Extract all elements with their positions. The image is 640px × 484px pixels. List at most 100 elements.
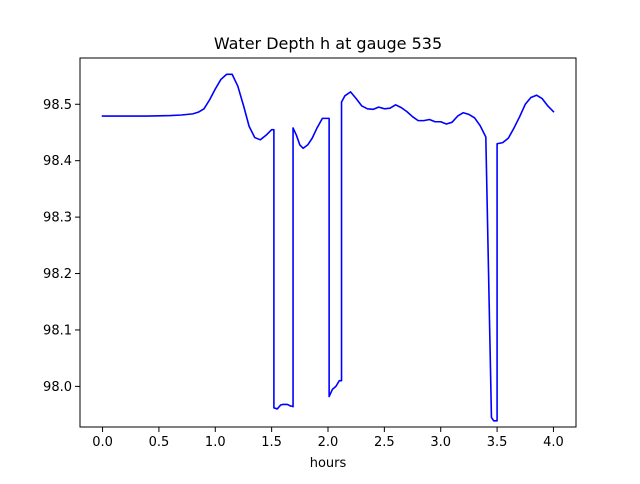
data-point [299,144,301,146]
data-point [332,388,334,390]
data-point [181,114,183,116]
y-axis-ticks: 98.0 98.1 98.2 98.3 98.4 98.5 [43,98,80,395]
x-axis-ticks: 0.0 0.5 1.0 1.5 2.0 2.5 3.0 3.5 4.0 [92,427,564,450]
data-point [423,120,425,122]
data-point [519,116,521,118]
x-tick-label: 1.0 [205,435,226,450]
data-point [493,420,495,422]
data-point [355,98,357,100]
y-tick-label: 98.2 [43,267,72,282]
data-point [468,114,470,116]
data-point [440,121,442,123]
data-point [372,109,374,111]
data-point [524,103,526,105]
data-point [389,107,391,109]
data-point [226,74,228,76]
data-point [260,139,262,141]
x-tick-label: 0.0 [92,435,113,450]
data-point [276,408,278,410]
data-point [400,107,402,109]
y-tick-label: 98.1 [43,323,72,338]
x-tick-label: 4.0 [543,435,564,450]
data-point [361,105,363,107]
series-line [101,73,555,422]
data-point [316,128,318,130]
data-point [203,108,205,110]
data-point [214,88,216,90]
data-point [530,97,532,99]
data-point [350,91,352,93]
x-tick-label: 1.5 [261,435,282,450]
data-point [378,106,380,108]
x-tick-label: 3.0 [430,435,451,450]
data-point [102,115,104,117]
data-point [296,135,298,137]
x-tick-label: 3.5 [487,435,508,450]
data-point [147,115,149,117]
data-point [553,111,555,113]
data-point [502,142,504,144]
x-tick-label: 2.5 [374,435,395,450]
data-point [209,99,211,101]
data-point [124,115,126,117]
data-point [508,137,510,139]
data-point [220,79,222,81]
data-point [311,137,313,139]
data-point [280,404,282,406]
y-tick-label: 98.5 [43,98,72,113]
y-tick-label: 98.0 [43,380,72,395]
data-point [462,112,464,114]
data-point [406,111,408,113]
data-point [417,120,419,122]
data-point [384,108,386,110]
data-point [341,101,343,103]
data-point [248,125,250,127]
data-point [322,118,324,120]
data-point [169,115,171,117]
data-point [536,94,538,96]
y-tick-label: 98.4 [43,154,72,169]
data-point [547,105,549,107]
data-point [292,406,294,408]
plot-area [101,73,555,422]
data-point [192,113,194,115]
data-point [237,85,239,87]
data-point [307,144,309,146]
data-point [254,137,256,139]
data-point [273,129,275,131]
data-point [292,127,294,129]
y-tick-label: 98.3 [43,211,72,226]
data-point [302,147,304,149]
data-point [451,122,453,124]
data-point [271,129,273,131]
data-point [265,135,267,137]
data-point [338,380,340,382]
data-point [243,105,245,107]
data-point [198,111,200,113]
x-axis-label: hours [310,456,347,471]
data-point [395,104,397,106]
x-tick-label: 0.5 [149,435,170,450]
data-point [328,396,330,398]
data-point [457,115,459,117]
data-point [231,74,233,76]
data-point [513,127,515,129]
data-point [367,108,369,110]
data-point [491,417,493,419]
data-point [412,116,414,118]
data-point [341,380,343,382]
data-point [335,386,337,388]
data-point [429,119,431,121]
x-tick-label: 2.0 [318,435,339,450]
data-point [328,118,330,120]
data-point [541,98,543,100]
data-point [282,404,284,406]
data-point [485,136,487,138]
data-point [344,95,346,97]
data-point [496,420,498,422]
data-point [446,123,448,125]
data-point [273,407,275,409]
